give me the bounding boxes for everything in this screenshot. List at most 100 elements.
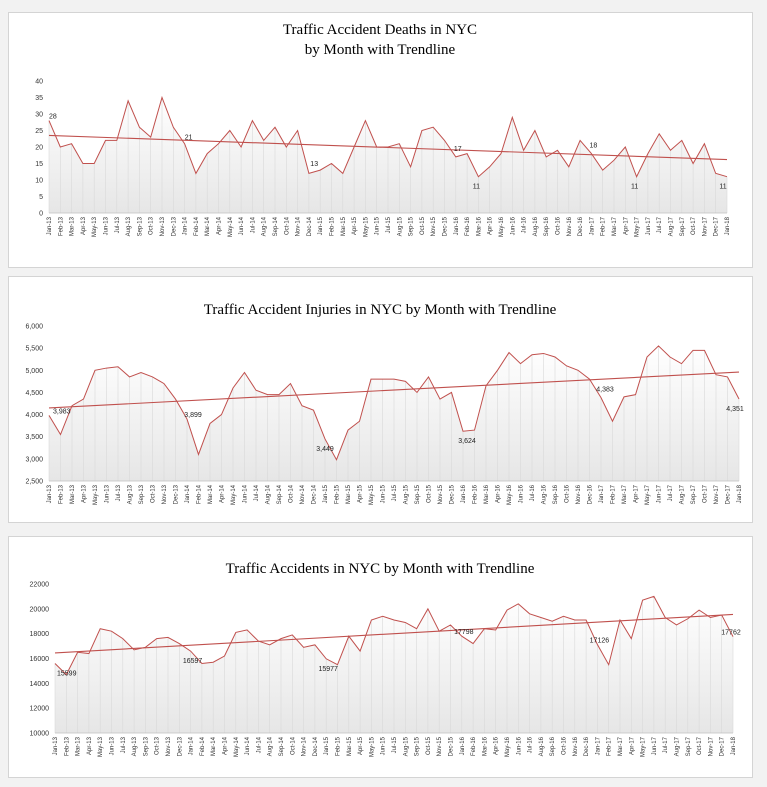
x-tick-label: Mar-16 xyxy=(482,736,488,756)
x-tick-label: Aug-17 xyxy=(675,736,681,756)
x-tick-label: Mar-15 xyxy=(346,484,352,504)
x-tick-label: Nov-17 xyxy=(708,736,714,756)
x-tick-label: Aug-17 xyxy=(680,484,686,504)
x-tick-label: Nov-13 xyxy=(166,736,172,756)
x-tick-label: Mar-14 xyxy=(208,484,214,504)
data-label: 17798 xyxy=(454,629,474,636)
trend-line xyxy=(54,613,734,654)
x-tick-label: Jun-16 xyxy=(516,736,522,755)
y-tick-label: 20000 xyxy=(30,606,50,613)
x-tick-label: Oct-15 xyxy=(426,736,432,755)
x-tick-label: Dec-15 xyxy=(443,216,449,236)
x-tick-label: Apr-13 xyxy=(87,736,93,755)
x-tick-label: Jun-15 xyxy=(375,216,381,235)
x-tick-label: Dec-17 xyxy=(714,216,720,236)
x-tick-label: Dec-16 xyxy=(588,484,594,504)
x-tick-label: Mar-15 xyxy=(347,736,353,756)
x-tick-label: Jul-17 xyxy=(657,216,663,233)
x-tick-label: Sep-14 xyxy=(279,736,285,756)
x-tick-label: Jul-14 xyxy=(254,484,260,501)
x-tick-label: May-13 xyxy=(92,216,98,237)
y-tick-label: 20 xyxy=(35,145,43,152)
x-tick-label: Nov-15 xyxy=(438,484,444,504)
x-tick-label: Mar-14 xyxy=(211,736,217,756)
x-tick-label: Mar-17 xyxy=(622,484,628,504)
x-tick-label: Jun-13 xyxy=(110,736,116,755)
x-tick-label: Jul-16 xyxy=(530,484,536,501)
x-tick-label: Jul-15 xyxy=(386,216,392,233)
x-tick-label: Jan-13 xyxy=(47,216,53,235)
data-label: 17 xyxy=(454,146,462,153)
x-tick-label: Oct-13 xyxy=(149,216,155,235)
x-tick-label: Jan-17 xyxy=(589,216,595,235)
x-tick-label: Apr-17 xyxy=(623,216,629,235)
x-tick-label: Oct-14 xyxy=(284,216,290,235)
x-tick-label: Mar-17 xyxy=(612,216,618,236)
x-tick-label: Jul-13 xyxy=(115,216,121,233)
x-tick-label: Feb-17 xyxy=(601,216,607,236)
x-tick-label: Jan-15 xyxy=(324,736,330,755)
x-tick-label: Jun-15 xyxy=(381,484,387,503)
x-tick-label: Jun-16 xyxy=(510,216,516,235)
x-tick-label: Dec-14 xyxy=(313,736,319,756)
x-tick-label: May-17 xyxy=(641,736,647,757)
x-tick-label: Jan-15 xyxy=(318,216,324,235)
data-label: 11 xyxy=(473,184,480,191)
x-tick-label: May-13 xyxy=(93,484,99,505)
x-tick-label: May-15 xyxy=(369,736,375,757)
x-tick-label: Sep-13 xyxy=(137,216,143,236)
x-tick-label: Jun-17 xyxy=(652,736,658,755)
data-label: 13 xyxy=(310,161,318,168)
y-tick-label: 3,500 xyxy=(25,434,43,441)
x-tick-label: Apr-14 xyxy=(223,736,229,755)
x-tick-label: Jul-16 xyxy=(522,216,528,233)
x-tick-label: Feb-15 xyxy=(330,216,336,236)
y-tick-label: 12000 xyxy=(30,706,50,713)
x-tick-label: Sep-17 xyxy=(691,484,697,504)
x-tick-label: Jul-13 xyxy=(116,484,122,501)
x-tick-label: Nov-16 xyxy=(573,736,579,756)
x-tick-label: Apr-13 xyxy=(82,484,88,503)
x-tick-label: Apr-15 xyxy=(352,216,358,235)
data-label: 4,351 xyxy=(726,406,744,413)
y-tick-label: 10000 xyxy=(30,731,50,738)
x-tick-label: Oct-13 xyxy=(155,736,161,755)
x-tick-label: Nov-14 xyxy=(302,736,308,756)
x-tick-label: Feb-15 xyxy=(335,484,341,504)
x-tick-label: Jun-13 xyxy=(105,484,111,503)
data-label: 4,383 xyxy=(596,387,614,394)
y-tick-label: 22000 xyxy=(30,582,50,589)
chart-title-line: by Month with Trendline xyxy=(305,42,456,58)
x-tick-label: Sep-17 xyxy=(686,736,692,756)
x-tick-label: May-13 xyxy=(98,736,104,757)
x-tick-label: Jun-14 xyxy=(245,736,251,755)
x-tick-label: Sep-16 xyxy=(550,736,556,756)
x-tick-label: Sep-14 xyxy=(273,216,279,236)
x-tick-label: Sep-16 xyxy=(553,484,559,504)
x-tick-label: Dec-13 xyxy=(177,736,183,756)
data-label: 11 xyxy=(631,184,638,191)
x-tick-label: Aug-16 xyxy=(539,736,545,756)
x-tick-label: Dec-17 xyxy=(720,736,726,756)
x-tick-label: Apr-16 xyxy=(488,216,494,235)
y-tick-label: 5 xyxy=(39,194,43,201)
trend-line xyxy=(48,371,740,409)
y-tick-label: 4,500 xyxy=(25,390,43,397)
x-tick-label: Sep-16 xyxy=(544,216,550,236)
x-tick-label: Mar-17 xyxy=(618,736,624,756)
x-tick-label: May-14 xyxy=(231,484,237,505)
x-tick-label: Feb-14 xyxy=(200,736,206,756)
data-label: 3,899 xyxy=(184,412,202,419)
x-tick-label: Jul-17 xyxy=(663,736,669,753)
x-tick-label: Sep-13 xyxy=(143,736,149,756)
accidents-chart-panel: Traffic Accidents in NYC by Month with T… xyxy=(8,536,753,778)
x-tick-label: Dec-15 xyxy=(450,484,456,504)
chart-title-line: Traffic Accidents in NYC by Month with T… xyxy=(226,561,535,577)
data-label: 15977 xyxy=(318,666,338,673)
x-tick-label: Mar-13 xyxy=(70,484,76,504)
x-tick-label: Jan-18 xyxy=(731,736,737,755)
chart-title-line: Traffic Accident Deaths in NYC xyxy=(283,22,477,38)
x-tick-label: Oct-17 xyxy=(703,484,709,503)
x-tick-label: Dec-16 xyxy=(584,736,590,756)
x-tick-label: Aug-13 xyxy=(126,216,132,236)
